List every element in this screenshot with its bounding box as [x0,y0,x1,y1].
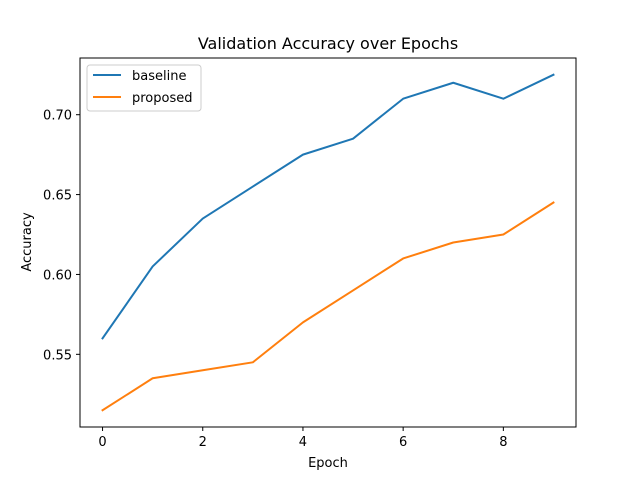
legend-box [86,64,202,112]
series-line-proposed [101,201,555,412]
legend-label-baseline: baseline [132,69,186,84]
legend: baseline proposed [86,64,202,112]
plot-frame [79,57,577,428]
x-tick-label: 4 [299,435,307,450]
x-tick-label: 0 [98,435,106,450]
y-tick-label: 0.70 [43,109,72,124]
chart-title: Validation Accuracy over Epochs [198,34,458,53]
y-axis: 0.55 0.60 0.65 0.70 [43,109,80,363]
x-tick-label: 6 [399,435,407,450]
x-tick-label: 8 [499,435,507,450]
y-axis-label: Accuracy [20,212,35,272]
x-axis: 0 2 4 6 8 [98,427,507,450]
y-tick-label: 0.60 [43,268,72,283]
y-tick-label: 0.55 [43,348,72,363]
series-line-baseline [101,73,555,340]
legend-label-proposed: proposed [132,91,193,106]
plot-area [101,73,555,412]
y-tick-label: 0.65 [43,189,72,204]
x-axis-label: Epoch [308,456,348,471]
x-tick-label: 2 [199,435,207,450]
